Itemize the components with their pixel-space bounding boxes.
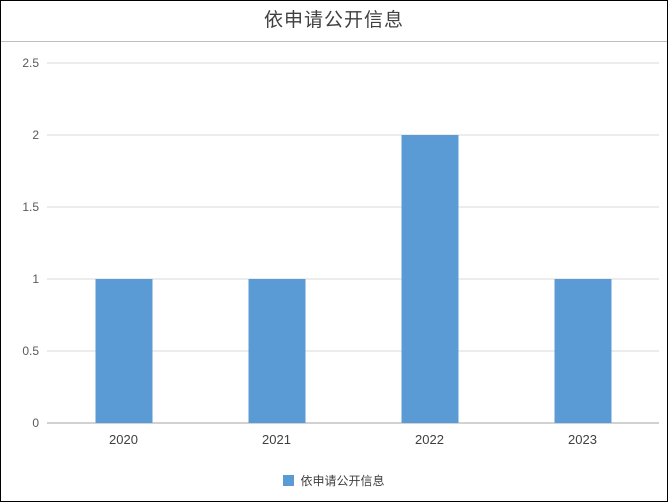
legend-label: 依申请公开信息 [300, 474, 385, 488]
gridline [47, 278, 659, 280]
legend-swatch [283, 475, 295, 486]
bar-2023 [554, 279, 611, 423]
x-tick-label: 2022 [415, 432, 444, 447]
chart-title: 依申请公开信息 [1, 1, 667, 42]
y-tick-label: 2 [32, 128, 39, 142]
x-tick-label: 2023 [568, 432, 597, 447]
y-tick-label: 1.5 [22, 200, 39, 214]
bar-2022 [401, 135, 458, 423]
x-tick-label: 2021 [262, 432, 291, 447]
gridline [47, 62, 659, 64]
gridline [47, 350, 659, 352]
legend: 依申请公开信息 [1, 472, 667, 489]
y-tick-label: 0 [32, 416, 39, 430]
x-tick-label: 2020 [109, 432, 138, 447]
gridline [47, 206, 659, 208]
plot-area: 0 0.5 1 1.5 2 2.5 2020 2021 2022 2023 [22, 56, 659, 447]
bar-2020 [95, 279, 152, 423]
y-tick-label: 2.5 [22, 56, 39, 70]
x-axis-line [47, 422, 659, 424]
y-tick-label: 0.5 [22, 344, 39, 358]
y-tick-label: 1 [32, 272, 39, 286]
bar-2021 [248, 279, 305, 423]
gridline [47, 134, 659, 136]
